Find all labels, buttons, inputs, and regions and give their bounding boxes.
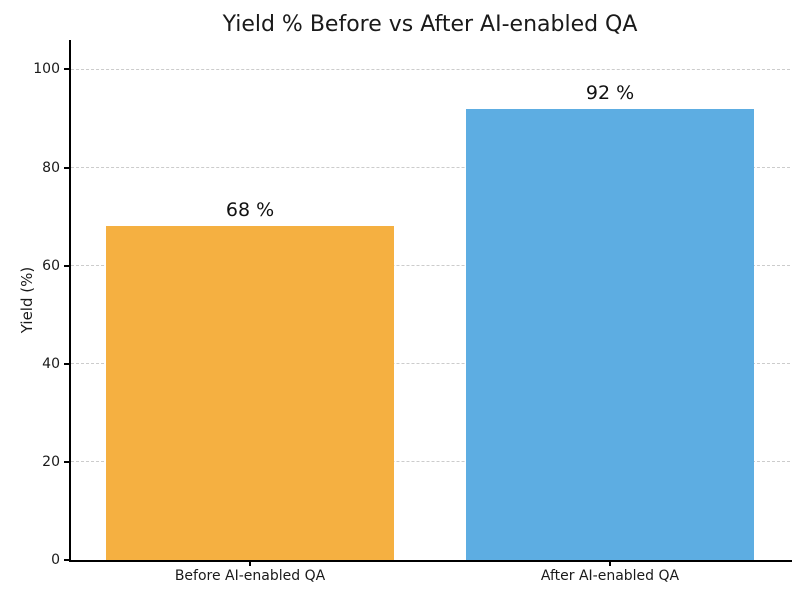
- gridline-y100: [71, 68, 790, 70]
- gridline-y20: [71, 461, 790, 463]
- bar-value-label: 92 %: [585, 81, 635, 104]
- chart-title: Yield % Before vs After AI-enabled QA: [222, 12, 638, 37]
- y-tick-mark: [64, 460, 70, 463]
- y-tick-mark: [64, 68, 70, 71]
- x-tick-label: After AI-enabled QA: [540, 568, 680, 584]
- bar-after-ai-enabled-qa: [466, 108, 754, 560]
- y-tick-mark: [64, 362, 70, 365]
- y-tick-label: 80: [42, 159, 60, 176]
- y-axis-spine: [69, 40, 71, 562]
- gridline-y60: [71, 265, 790, 267]
- bar-before-ai-enabled-qa: [106, 226, 394, 560]
- gridline-y80: [71, 167, 790, 169]
- y-tick-mark: [64, 264, 70, 267]
- y-tick-mark: [64, 166, 70, 169]
- y-tick-label: 20: [42, 453, 60, 470]
- y-tick-label: 40: [42, 355, 60, 372]
- y-tick-mark: [64, 559, 70, 561]
- y-tick-label: 100: [33, 61, 60, 78]
- y-tick-label: 0: [51, 552, 60, 568]
- x-tick-label: Before AI-enabled QA: [174, 568, 326, 584]
- bar-value-label: 68 %: [225, 199, 275, 222]
- x-tick-mark: [609, 560, 611, 566]
- x-tick-mark: [249, 560, 251, 566]
- gridline-y40: [71, 363, 790, 365]
- x-axis-spine: [69, 560, 792, 562]
- y-tick-label: 60: [42, 257, 60, 274]
